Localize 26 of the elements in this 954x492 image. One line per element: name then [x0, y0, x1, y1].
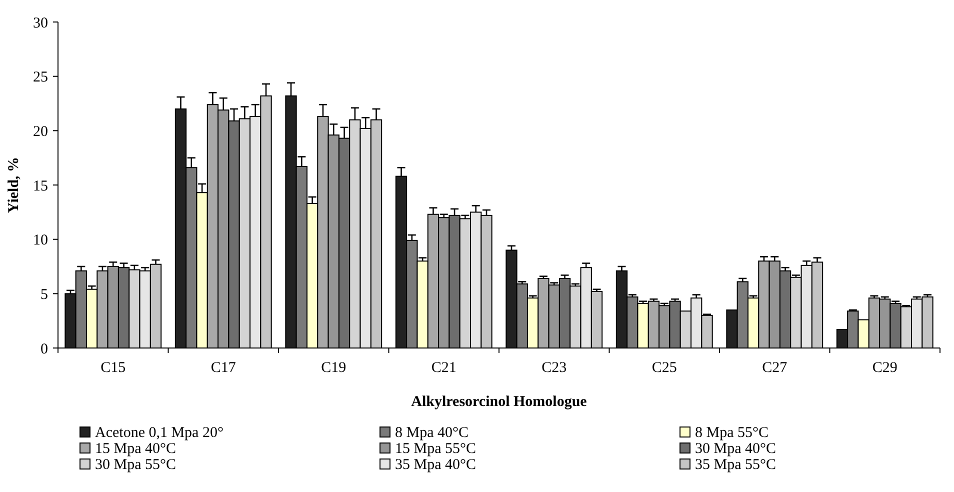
legend-label: 8 Mpa 55°C	[695, 425, 768, 441]
y-tick-label: 20	[33, 124, 48, 140]
legend-label: 30 Mpa 40°C	[695, 441, 776, 457]
x-tick-label: C19	[321, 360, 346, 376]
y-axis-title: Yield, %	[6, 156, 22, 214]
x-axis-title: Alkylresorcinol Homologue	[411, 394, 588, 410]
y-tick-label: 25	[33, 70, 48, 86]
x-tick-label: C29	[872, 360, 898, 376]
y-tick-label: 10	[33, 232, 48, 249]
y-tick-label: 15	[33, 178, 48, 194]
x-tick-label: C15	[100, 360, 126, 376]
x-tick-label: C25	[652, 360, 677, 376]
x-tick-label: C21	[431, 360, 456, 376]
legend-label: 35 Mpa 40°C	[395, 457, 476, 473]
x-tick-label: C17	[210, 360, 236, 376]
legend-label: 35 Mpa 55°C	[695, 457, 776, 473]
legend-label: 15 Mpa 55°C	[395, 441, 476, 457]
y-tick-label: 30	[33, 15, 48, 32]
x-tick-label: C27	[762, 360, 788, 376]
legend-label: 15 Mpa 40°C	[95, 441, 176, 457]
legend-label: 30 Mpa 55°C	[95, 457, 176, 473]
y-tick-label: 5	[40, 286, 48, 303]
y-tick-label: 0	[40, 341, 48, 358]
x-tick-label: C23	[542, 360, 567, 376]
legend-label: Acetone 0,1 Mpa 20°	[95, 425, 224, 441]
legend-label: 8 Mpa 40°C	[395, 425, 468, 441]
